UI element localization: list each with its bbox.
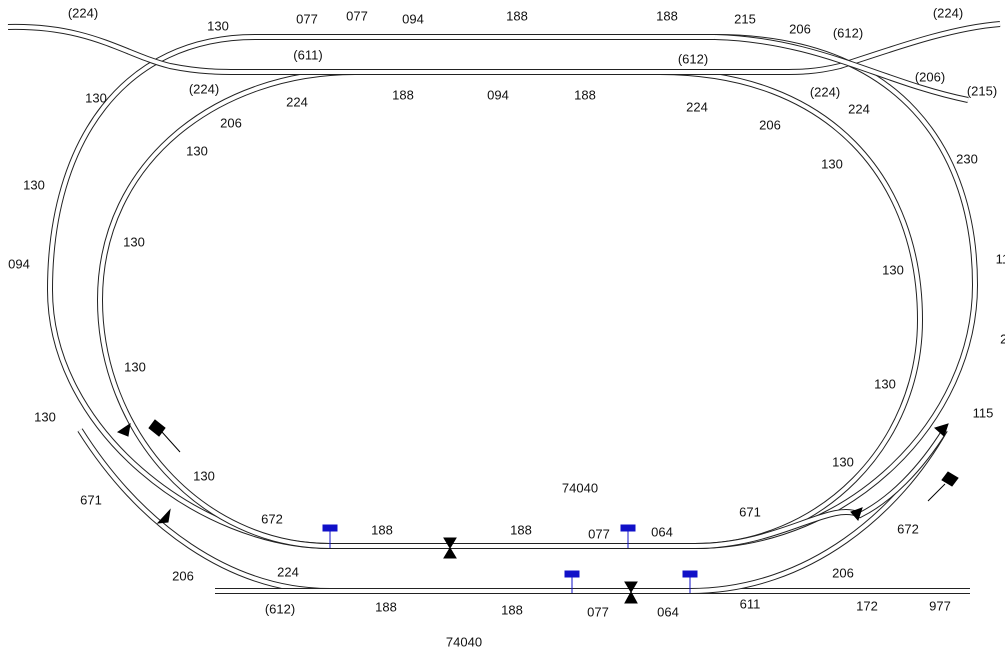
track-label: 130 — [882, 262, 904, 277]
track-label: 188 — [656, 8, 678, 23]
track-outline — [46, 34, 979, 549]
track-outline — [96, 69, 356, 549]
track-label: 206 — [759, 117, 781, 132]
track-label: 130 — [193, 468, 215, 483]
track-label: (224) — [810, 84, 840, 99]
track-label: 077 — [296, 11, 318, 26]
track-label: 130 — [85, 90, 107, 105]
track-inner — [660, 22, 1001, 74]
track-label: 188 — [375, 599, 397, 614]
track-label: 130 — [821, 156, 843, 171]
track-label: 130 — [207, 18, 229, 33]
track-label: 215 — [734, 11, 756, 26]
track-label: 172 — [856, 598, 878, 613]
track-label: 671 — [739, 504, 761, 519]
track-label: 188 — [392, 87, 414, 102]
track-label: (206) — [915, 69, 945, 84]
track-inner — [47, 35, 978, 548]
track-label: 130 — [34, 409, 56, 424]
track-label: 064 — [657, 604, 679, 619]
track-label: 130 — [124, 359, 146, 374]
track-label: 077 — [587, 604, 609, 619]
track-label: 672 — [897, 521, 919, 536]
track-label: 611 — [740, 596, 761, 611]
track-label: (611) — [293, 47, 322, 62]
track-label: 188 — [371, 522, 393, 537]
track-label: 224 — [286, 94, 308, 109]
track-label: 74040 — [446, 634, 482, 649]
track-label: (224) — [189, 81, 219, 96]
track-label: (612) — [833, 25, 863, 40]
track-label: 188 — [506, 8, 528, 23]
track-label: 130 — [23, 177, 45, 192]
track-label: 671 — [80, 492, 102, 507]
track-label: 206 — [220, 115, 242, 130]
track-label: 077 — [346, 8, 368, 23]
track-label: 094 — [402, 11, 424, 26]
labels: (224) 130 077 077 094 188 188 215 206 (612) (224) (… — [8, 5, 1005, 649]
track-label: 224 — [277, 564, 299, 579]
track-label: 115 — [973, 405, 994, 420]
track-inner — [355, 70, 923, 548]
track-label: 130 — [123, 234, 145, 249]
track-label: (612) — [678, 51, 708, 66]
track-label: 230 — [956, 151, 978, 166]
track-outline — [355, 69, 924, 549]
track-label: 188 — [574, 87, 596, 102]
track-label: 130 — [186, 143, 208, 158]
track-label: 224 — [848, 101, 870, 116]
tracks — [7, 21, 1001, 594]
track-label: 977 — [929, 598, 951, 613]
track-label: 74040 — [562, 480, 598, 495]
track-label: 206 — [172, 568, 194, 583]
track-label: 224 — [686, 99, 708, 114]
track-label: 077 — [588, 526, 610, 541]
track-label: 206 — [832, 565, 854, 580]
track-label: 215 — [1000, 331, 1005, 346]
track-inner — [97, 70, 356, 548]
track-label: 130 — [832, 454, 854, 469]
track-label: 064 — [651, 524, 673, 539]
track-label: 094 — [8, 256, 30, 271]
track-label: (612) — [265, 601, 295, 616]
track-label: (224) — [68, 5, 98, 20]
track-label: (224) — [933, 5, 963, 20]
track-label: (215) — [967, 83, 997, 98]
track-label: 188 — [510, 522, 532, 537]
track-label: 206 — [789, 21, 811, 36]
signals — [116, 419, 959, 604]
track-inner — [7, 24, 355, 74]
track-label: 130 — [874, 376, 896, 391]
track-label: 115 — [996, 251, 1005, 266]
track-label: 094 — [487, 87, 509, 102]
track-inner — [78, 428, 331, 593]
track-label: 188 — [501, 602, 523, 617]
track-inner — [714, 35, 969, 102]
track-label: 672 — [261, 511, 283, 526]
